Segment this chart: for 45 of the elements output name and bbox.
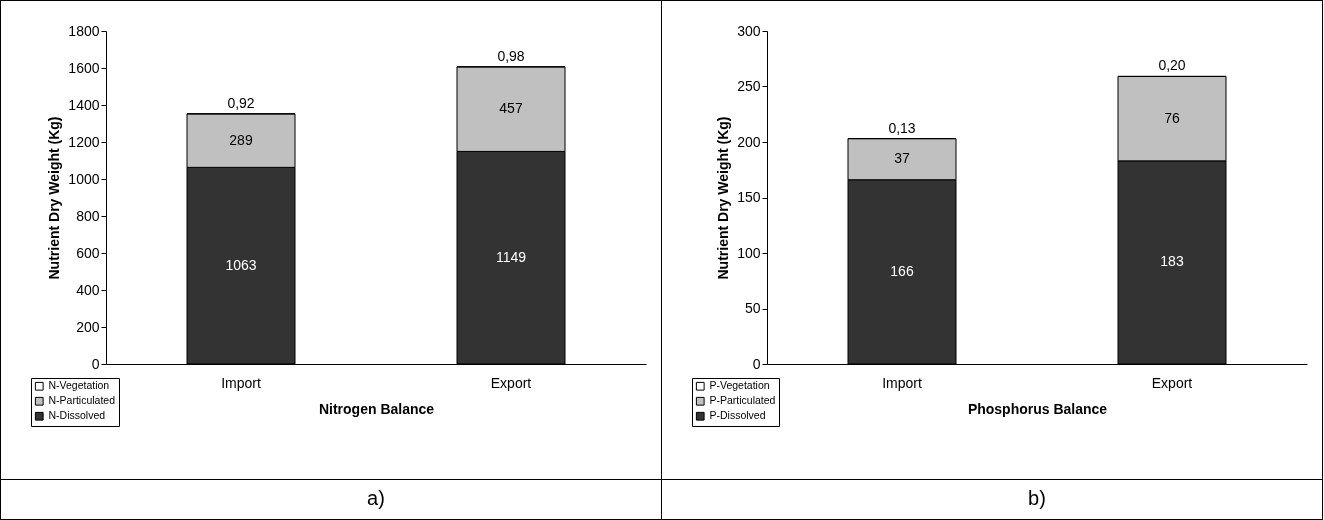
data-label: 0,13 [888,119,916,136]
y-tick-label: 0 [752,355,761,372]
data-label: 0,20 [1158,57,1186,74]
y-tick-label: 800 [76,207,100,224]
y-tick-label: 1800 [68,22,100,39]
x-tick-label: Import [882,374,922,391]
legend-label: P-Particulated [709,394,776,407]
y-tick-label: 250 [737,78,761,94]
data-label: 0,98 [497,47,525,64]
y-tick-label: 0 [91,355,100,372]
y-tick-label: 100 [737,244,761,261]
y-tick-label: 1000 [68,170,100,187]
x-tick-label: Import [221,374,261,391]
data-label: 1149 [495,248,527,265]
y-tick-label: 400 [76,281,100,298]
data-label: 0,92 [227,94,255,111]
data-label: 166 [890,262,914,279]
y-tick-label: 50 [744,300,761,316]
y-tick-label: 150 [737,189,761,205]
y-tick-label: 1200 [68,133,100,150]
y-tick-label: 600 [76,244,100,261]
y-tick-label: 1400 [68,96,100,113]
data-label: 37 [894,150,910,167]
text: b) [1028,486,1046,509]
data-label: 289 [229,131,253,148]
x-tick-label: Export [490,374,532,391]
x-axis-title: Phosphorus Balance [967,400,1108,417]
data-label: 76 [1164,109,1180,126]
legend-label: P-Dissolved [709,409,766,422]
y-tick-label: 200 [76,318,100,335]
legend-label: P-Vegetation [709,379,770,392]
x-tick-label: Export [1151,374,1193,391]
legend-label: N-Dissolved [48,409,106,422]
x-axis-title: Nitrogen Balance [318,400,435,417]
y-axis-title: Nutrient Dry Weight (Kg) [46,116,63,280]
y-axis-title: Nutrient Dry Weight (Kg) [715,116,732,280]
legend-label: N-Vegetation [48,379,110,392]
text: a) [367,486,385,509]
y-tick-label: 300 [737,22,761,39]
legend-label: N-Particulated [48,394,116,407]
data-label: 183 [1160,253,1184,270]
y-tick-label: 200 [737,133,761,150]
data-label: 457 [499,100,523,117]
y-tick-label: 1600 [68,59,100,76]
data-label: 1063 [225,256,257,273]
